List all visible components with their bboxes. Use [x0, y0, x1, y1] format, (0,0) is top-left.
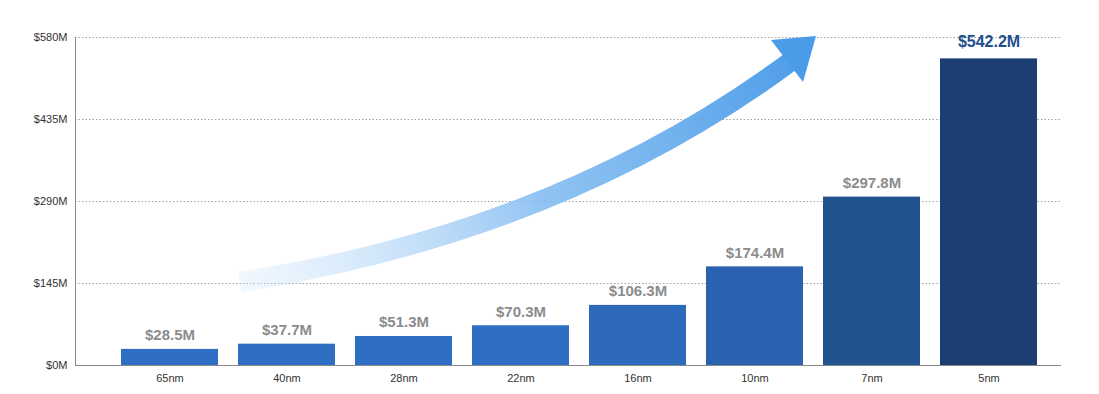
svg-text:$0M: $0M: [46, 359, 67, 371]
svg-text:5nm: 5nm: [978, 372, 999, 384]
svg-text:10nm: 10nm: [741, 372, 769, 384]
svg-text:$435M: $435M: [34, 113, 68, 125]
svg-text:$51.3M: $51.3M: [379, 313, 429, 330]
svg-text:$145M: $145M: [34, 277, 68, 289]
svg-text:$37.7M: $37.7M: [262, 321, 312, 338]
svg-text:65nm: 65nm: [156, 372, 184, 384]
svg-text:$174.4M: $174.4M: [726, 244, 784, 261]
svg-text:$290M: $290M: [34, 195, 68, 207]
svg-text:$580M: $580M: [34, 31, 68, 43]
svg-text:$542.2M: $542.2M: [958, 33, 1020, 50]
svg-text:22nm: 22nm: [507, 372, 535, 384]
svg-text:$106.3M: $106.3M: [609, 282, 667, 299]
svg-text:$28.5M: $28.5M: [145, 326, 195, 343]
svg-text:7nm: 7nm: [861, 372, 882, 384]
svg-text:$297.8M: $297.8M: [843, 174, 901, 191]
svg-text:16nm: 16nm: [624, 372, 652, 384]
svg-text:$70.3M: $70.3M: [496, 303, 546, 320]
svg-text:40nm: 40nm: [273, 372, 301, 384]
svg-text:28nm: 28nm: [390, 372, 418, 384]
